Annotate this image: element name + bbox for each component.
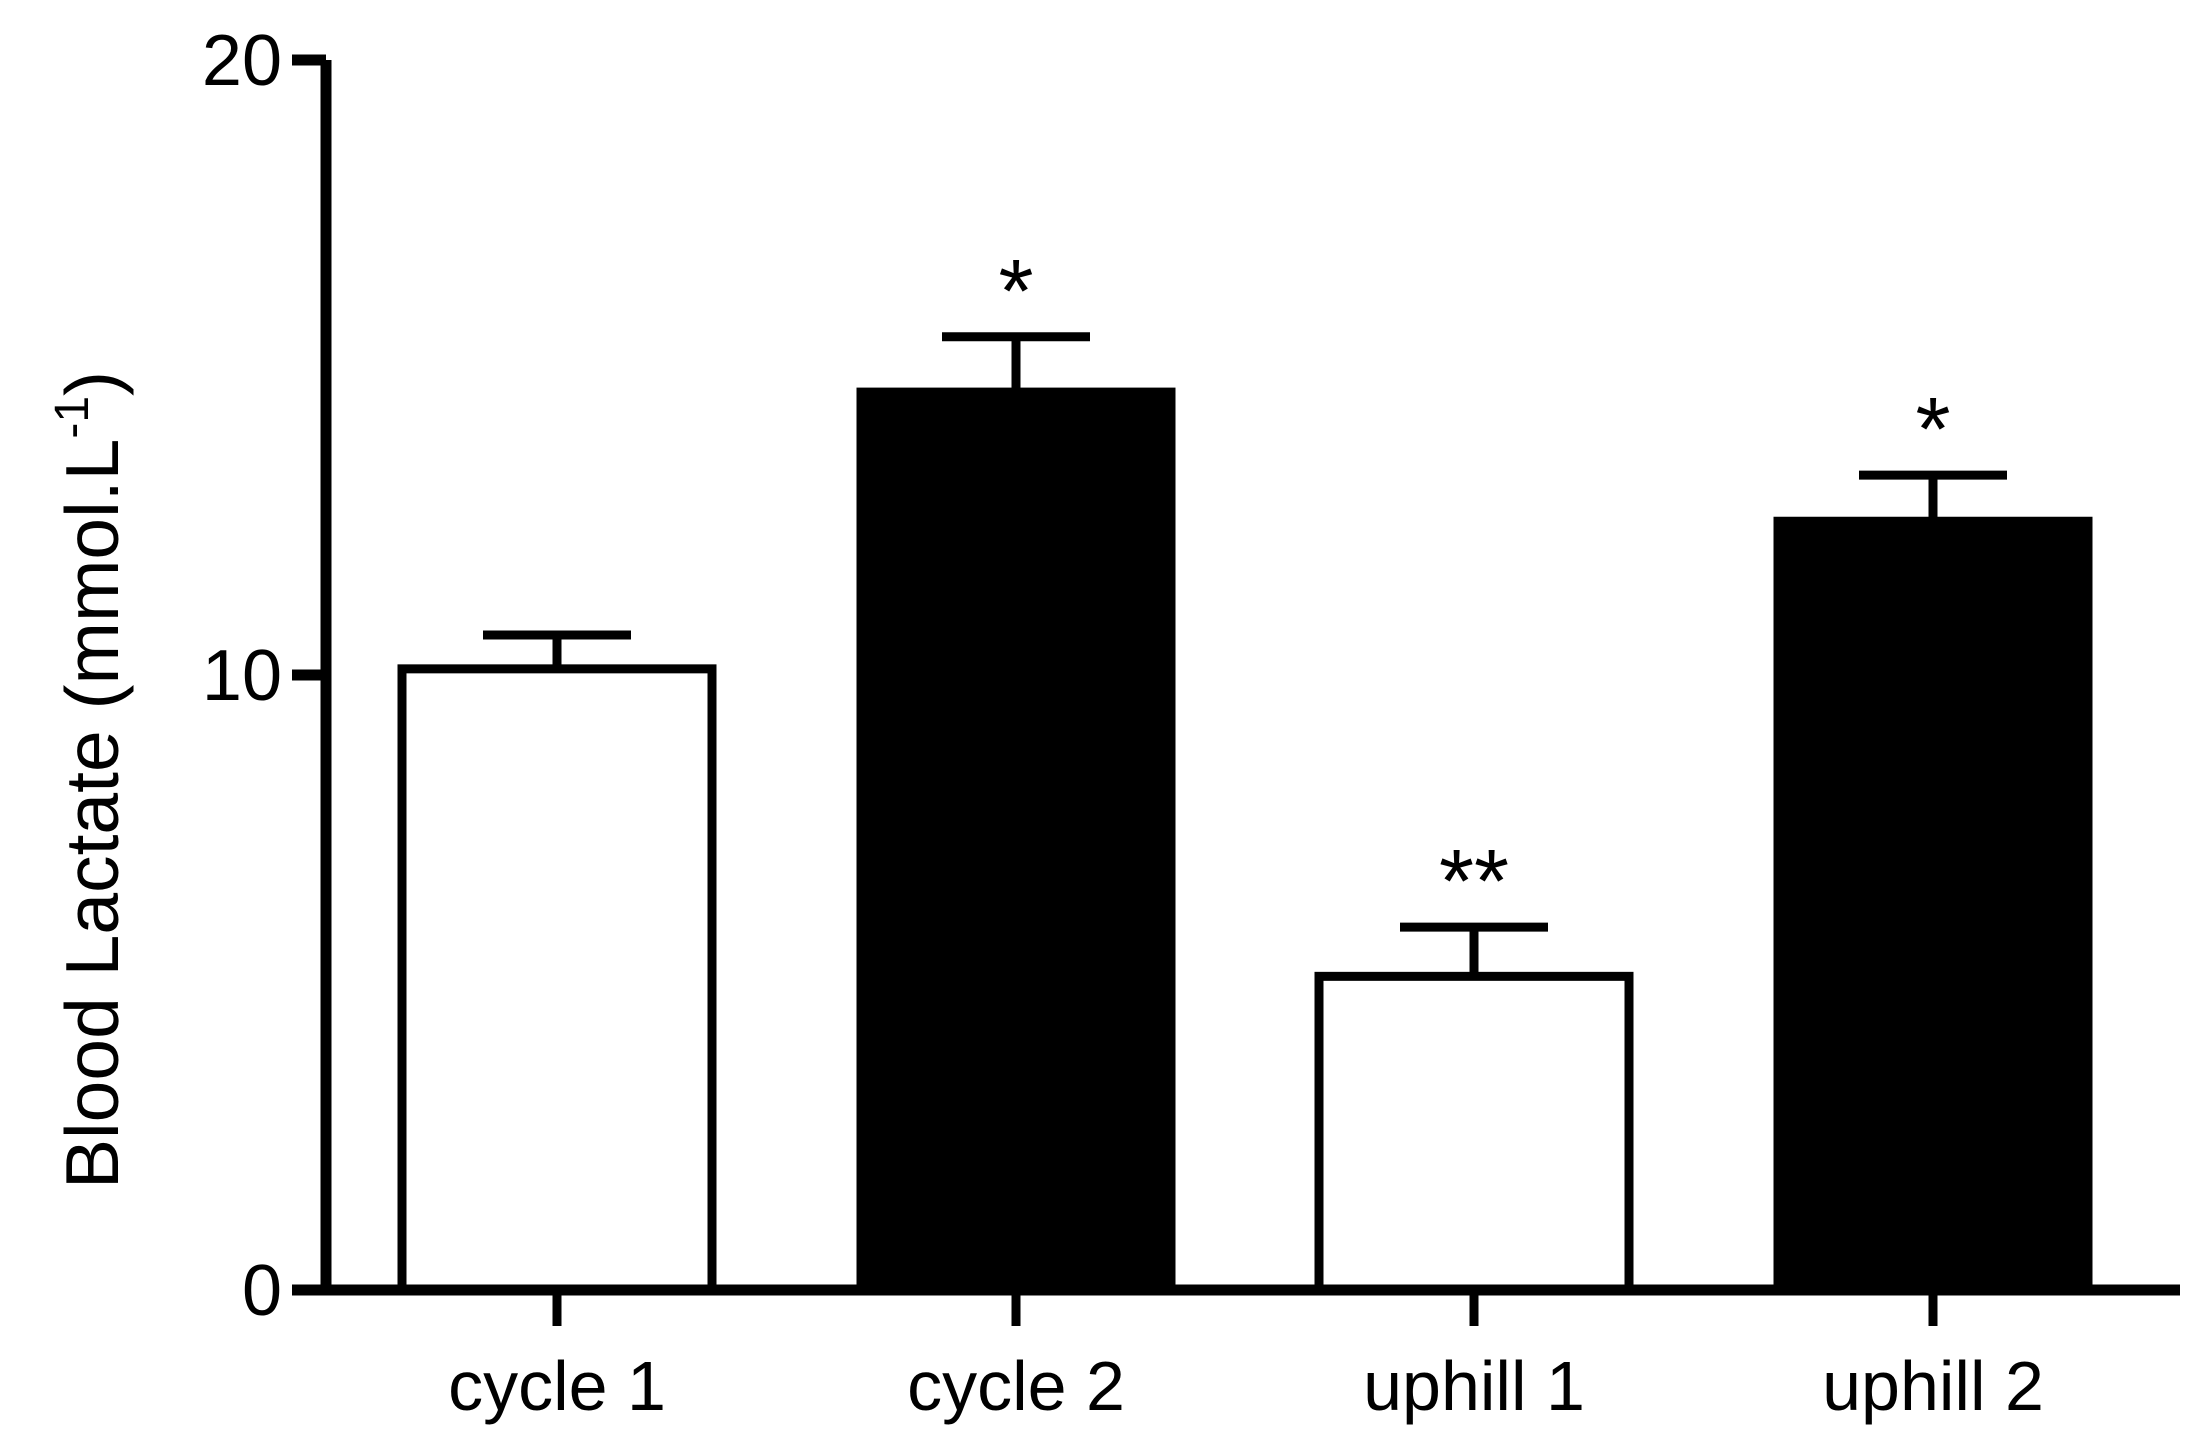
- significance-marker: *: [1915, 380, 1950, 480]
- y-tick-label: 20: [202, 21, 282, 101]
- y-axis-label-main: Blood Lactate (mmol.L: [50, 439, 134, 1189]
- x-tick-label: uphill 2: [1822, 1347, 2044, 1425]
- y-tick-label: 0: [242, 1251, 282, 1331]
- significance-marker: *: [998, 242, 1033, 342]
- y-axis-label-close: ): [50, 371, 134, 396]
- x-tick-label: uphill 1: [1363, 1347, 1585, 1425]
- y-axis-label: Blood Lactate (mmol.L-1): [46, 371, 134, 1189]
- bar: [856, 387, 1176, 1295]
- y-axis-label-group: Blood Lactate (mmol.L-1): [46, 371, 134, 1189]
- y-tick-label: 10: [202, 636, 282, 716]
- y-axis-label-superscript: -1: [46, 396, 99, 439]
- bar: [397, 664, 717, 1295]
- significance-marker: **: [1439, 832, 1509, 932]
- x-tick-label: cycle 2: [907, 1347, 1125, 1425]
- x-tick-label: cycle 1: [448, 1347, 666, 1425]
- bar: [1773, 516, 2093, 1295]
- bar: [1314, 971, 1634, 1295]
